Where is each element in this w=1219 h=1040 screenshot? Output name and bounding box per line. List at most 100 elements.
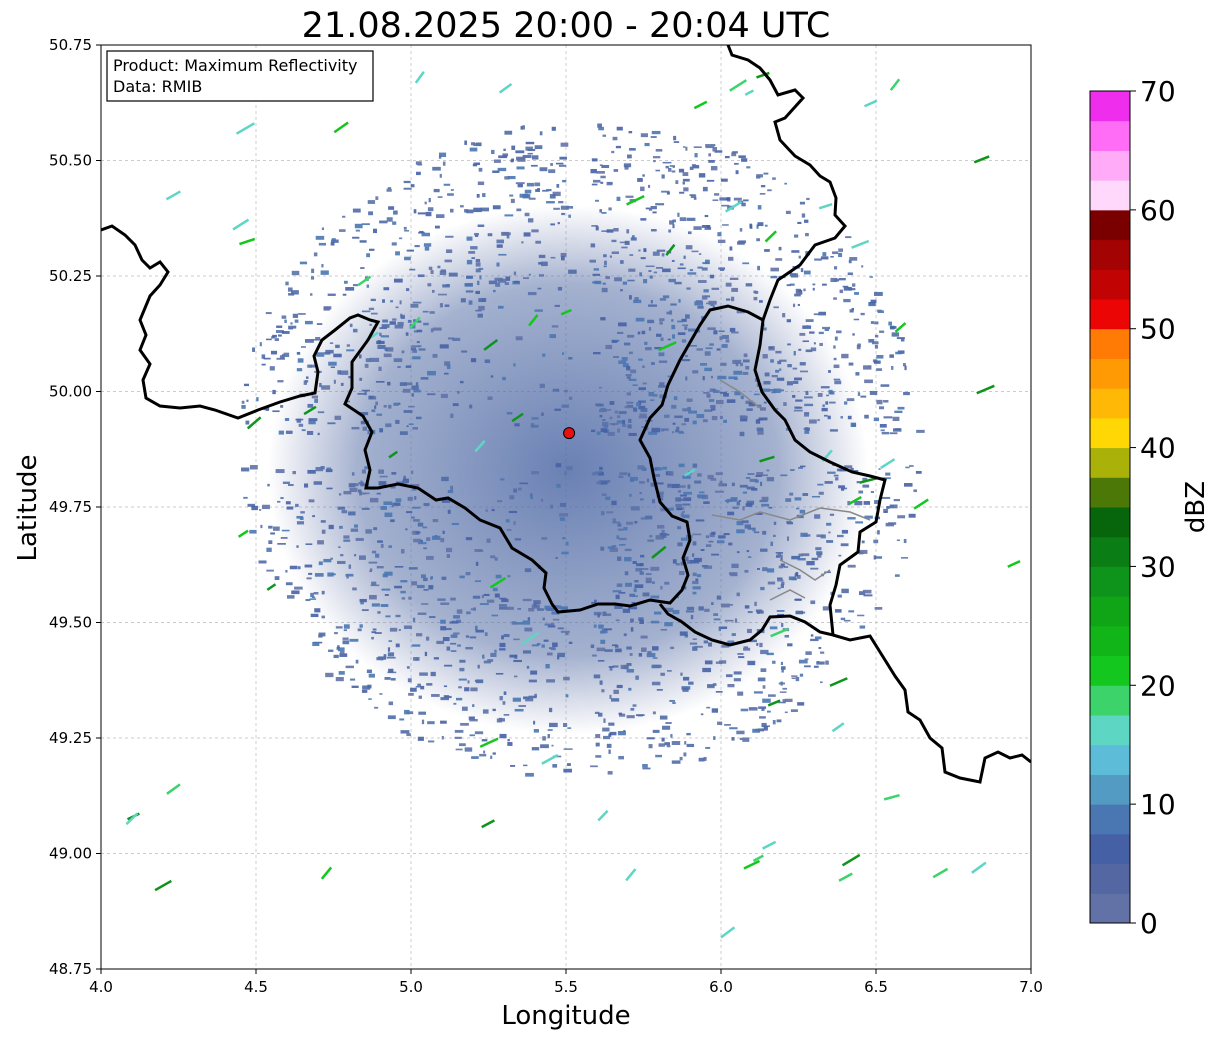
echo-speckle — [683, 752, 687, 757]
echo-speckle — [737, 691, 744, 696]
echo-speckle — [799, 332, 806, 336]
echo-speckle — [637, 331, 641, 335]
echo-speckle — [640, 186, 645, 192]
echo-speckle — [623, 664, 628, 670]
echo-speckle — [656, 249, 666, 252]
echo-speckle — [655, 754, 663, 758]
echo-speckle — [708, 300, 717, 305]
echo-speckle — [508, 510, 518, 514]
echo-speckle — [784, 711, 788, 714]
echo-speckle — [873, 360, 881, 364]
echo-speckle — [788, 576, 797, 581]
echo-speckle — [713, 736, 716, 740]
echo-speckle — [626, 334, 635, 338]
echo-speckle — [526, 182, 534, 187]
echo-speckle — [603, 265, 607, 268]
echo-speckle — [648, 304, 657, 307]
colorbar-segment — [1090, 536, 1130, 567]
echo-speckle — [681, 423, 687, 426]
echo-speckle — [285, 281, 289, 286]
x-tick-label: 5.5 — [554, 978, 578, 996]
echo-speckle — [566, 763, 571, 766]
echo-speckle — [623, 163, 632, 168]
echo-speckle — [798, 348, 802, 351]
echo-speckle — [375, 553, 380, 558]
echo-speckle — [591, 183, 598, 186]
echo-speckle — [731, 296, 735, 302]
echo-speckle — [879, 423, 887, 428]
echo-speckle — [824, 481, 833, 484]
echo-speckle — [407, 319, 412, 323]
echo-speckle — [637, 465, 645, 470]
info-box-data: Data: RMIB — [113, 77, 202, 96]
echo-speckle — [704, 214, 709, 218]
echo-speckle — [674, 415, 683, 419]
echo-speckle — [903, 363, 906, 367]
echo-streak — [483, 339, 499, 351]
echo-speckle — [325, 349, 334, 354]
echo-speckle — [682, 514, 690, 519]
echo-speckle — [835, 477, 839, 481]
echo-speckle — [495, 672, 504, 675]
echo-speckle — [829, 401, 836, 404]
echo-speckle — [771, 374, 778, 378]
echo-speckle — [761, 722, 767, 727]
echo-speckle — [647, 650, 652, 655]
echo-speckle — [609, 416, 613, 420]
echo-speckle — [652, 729, 660, 733]
echo-speckle — [743, 646, 749, 649]
echo-speckle — [296, 521, 305, 525]
echo-speckle — [376, 492, 381, 495]
echo-speckle — [679, 571, 685, 576]
echo-speckle — [745, 365, 750, 370]
echo-speckle — [311, 596, 316, 599]
echo-speckle — [405, 365, 412, 368]
echo-speckle — [672, 609, 680, 615]
echo-speckle — [825, 401, 829, 405]
echo-speckle — [686, 287, 691, 290]
echo-speckle — [470, 687, 478, 692]
echo-speckle — [596, 431, 601, 435]
echo-speckle — [719, 391, 727, 394]
echo-speckle — [416, 633, 423, 637]
echo-speckle — [444, 695, 452, 699]
echo-speckle — [390, 678, 396, 681]
echo-speckle — [802, 340, 809, 343]
echo-speckle — [525, 146, 533, 151]
echo-speckle — [522, 620, 531, 625]
echo-speckle — [404, 709, 410, 715]
echo-speckle — [640, 517, 648, 520]
echo-streak — [894, 322, 907, 333]
echo-speckle — [456, 609, 463, 614]
echo-speckle — [551, 611, 560, 615]
echo-speckle — [748, 707, 758, 711]
echo-speckle — [556, 183, 560, 188]
echo-speckle — [621, 246, 628, 249]
echo-speckle — [861, 540, 865, 544]
echo-speckle — [790, 709, 798, 712]
echo-speckle — [345, 665, 354, 669]
echo-speckle — [718, 626, 728, 630]
echo-speckle — [787, 643, 793, 647]
echo-speckle — [860, 312, 865, 316]
echo-speckle — [420, 540, 423, 543]
y-tick-label: 50.50 — [49, 152, 92, 170]
echo-speckle — [386, 347, 394, 352]
echo-speckle — [778, 682, 785, 685]
echo-speckle — [749, 478, 758, 482]
echo-speckle — [475, 629, 485, 633]
echo-speckle — [446, 646, 451, 651]
echo-speckle — [862, 484, 870, 488]
echo-speckle — [252, 347, 256, 352]
echo-speckle — [824, 414, 828, 417]
echo-speckle — [687, 272, 697, 275]
echo-speckle — [657, 491, 664, 495]
echo-speckle — [412, 506, 421, 509]
echo-speckle — [312, 641, 320, 647]
echo-speckle — [597, 123, 602, 128]
echo-speckle — [627, 279, 635, 282]
echo-speckle — [349, 323, 353, 328]
echo-streak — [239, 237, 256, 246]
echo-speckle — [594, 599, 597, 604]
